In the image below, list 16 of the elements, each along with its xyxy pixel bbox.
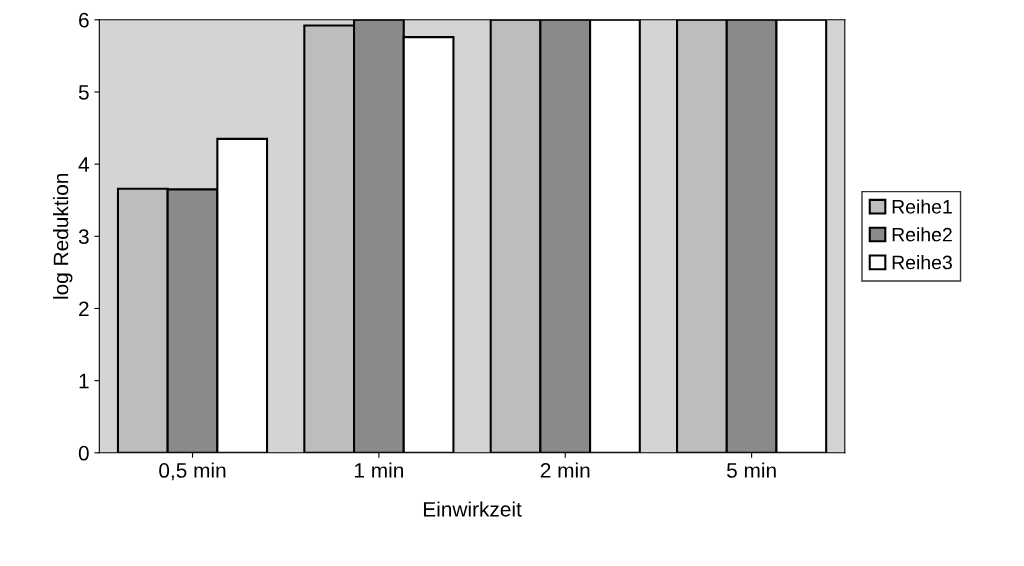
x-axis-title: Einwirkzeit xyxy=(423,501,522,517)
x-tick-label: 2 min xyxy=(540,462,590,478)
x-tick-label: 5 min xyxy=(726,462,776,478)
y-axis-title: log Reduktion xyxy=(53,173,73,299)
y-tick-label: 5 xyxy=(78,85,89,100)
y-tick-label: 4 xyxy=(78,157,89,172)
y-tick-label: 6 xyxy=(79,12,89,28)
y-tick-label: 0 xyxy=(78,445,89,461)
legend-label: Reihe3 xyxy=(892,255,952,270)
y-tick-label: 2 xyxy=(79,301,89,317)
y-tick-label: 1 xyxy=(79,373,89,389)
x-tick-label: 1 min xyxy=(355,462,403,478)
x-tick-label: 0,5 min xyxy=(159,462,226,481)
y-tick-label: 3 xyxy=(78,229,89,245)
legend-label: Reihe1 xyxy=(892,199,952,214)
legend-label: Reihe2 xyxy=(892,227,952,242)
